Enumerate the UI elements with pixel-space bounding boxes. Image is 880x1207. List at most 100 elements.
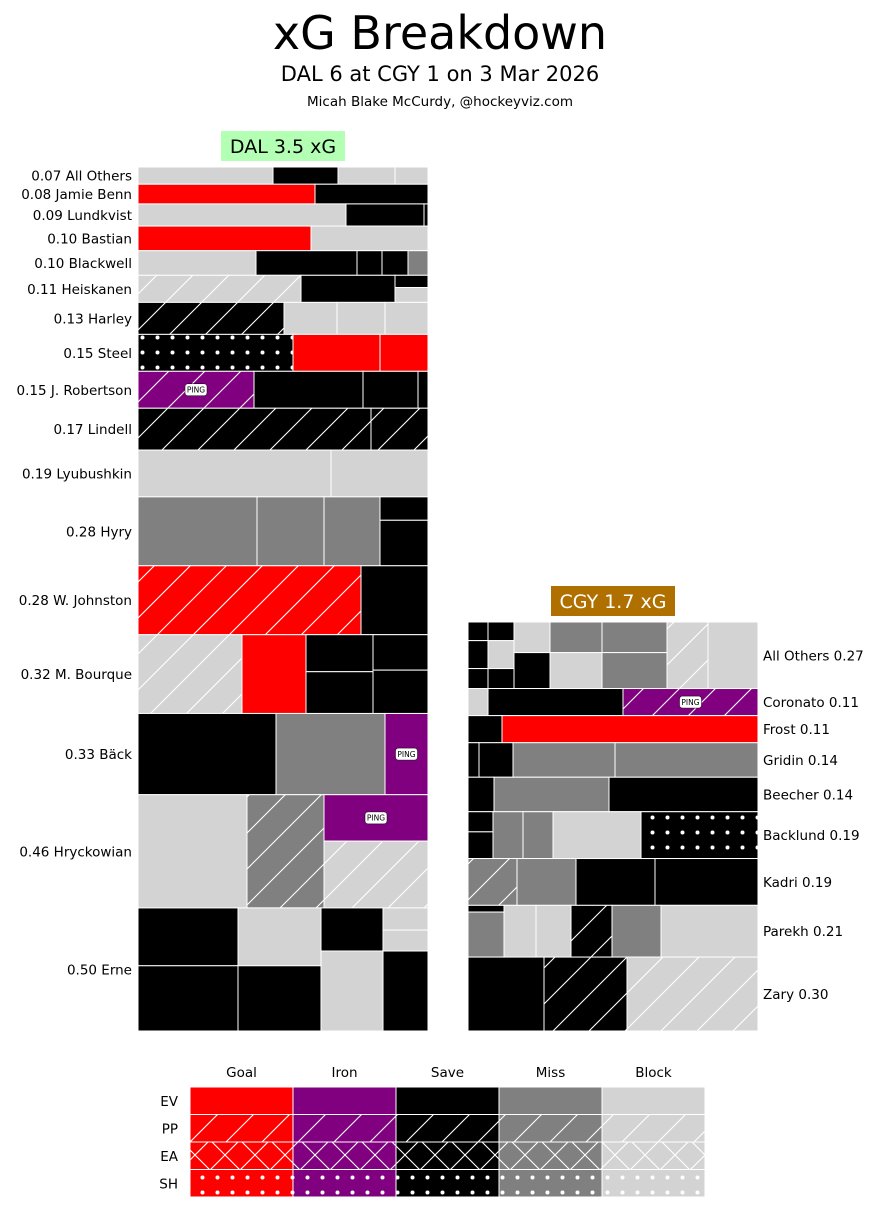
dal-erne-block [382, 907, 429, 931]
cgy-kadri-miss [516, 858, 577, 906]
dal-hyry-save [379, 496, 429, 521]
legend: Goal Iron Save Miss Block EV PP EA SH [159, 1065, 706, 1198]
cgy-beecher-save [467, 776, 495, 813]
dal-m-bourque-label: 0.32 M. Bourque [21, 667, 132, 683]
legend-ev-iron [292, 1086, 397, 1115]
ping-label: PING [367, 814, 385, 823]
dal-treemap: DAL 3.5 xG 0.07 All Others 0.08 Jamie Benn… [16, 131, 429, 1032]
dal-erne-save [382, 950, 429, 1032]
dal-m-bourque-goal [241, 634, 307, 714]
cgy-kadri-save [654, 858, 759, 906]
legend-ev-block [601, 1086, 706, 1115]
dal-lindell-row: 0.17 Lindell [53, 407, 429, 451]
legend-pp-pp-hatch [396, 1114, 499, 1142]
dal-lyubushkin-label: 0.19 Lyubushkin [22, 466, 132, 482]
dal-blackwell-miss [407, 250, 429, 276]
dal-j-robertson-label: 0.15 J. Robertson [16, 383, 132, 399]
cgy-gridin-row: Gridin 0.14 [467, 742, 838, 778]
cgy-backlund-row: Backlund 0.19 [467, 811, 860, 860]
cgy-frost-label: Frost 0.11 [763, 722, 830, 738]
cgy-backlund-save [467, 831, 494, 860]
cgy-kadri-pp-hatch [468, 858, 517, 906]
cgy-all-others-save [467, 668, 489, 690]
dal-all-others-row: 0.07 All Others [31, 166, 429, 185]
cgy-gridin-miss [614, 742, 759, 778]
dal-j-robertson-save [362, 370, 419, 409]
dal-bastian-block [310, 225, 429, 252]
dal-b-ck-label: 0.33 Bäck [65, 747, 132, 763]
dal-lundkvist-save [423, 203, 429, 227]
cgy-kadri-save [575, 858, 656, 906]
dal-w-johnston-pp-hatch [138, 565, 361, 635]
dal-lyubushkin-block [137, 449, 332, 498]
cgy-all-others-block [549, 652, 603, 690]
dal-w-johnston-label: 0.28 W. Johnston [19, 593, 132, 609]
dal-erne-save [320, 907, 384, 952]
dal-erne-save [237, 965, 322, 1032]
dal-erne-save [137, 907, 239, 967]
dal-lindell-pp-hatch [371, 408, 428, 451]
cgy-parekh-miss [467, 911, 505, 958]
legend-goal-header: Goal [226, 1065, 257, 1081]
dal-heiskanen-block [394, 286, 429, 303]
legend-sh-row-label: SH [159, 1176, 178, 1192]
dal-j-robertson-save [417, 370, 429, 409]
legend-sh-sh-hatch [293, 1169, 396, 1197]
legend-pp-pp-hatch [499, 1114, 602, 1142]
cgy-parekh-miss [611, 904, 662, 958]
dal-b-ck-row: PING 0.33 Bäck [65, 712, 429, 796]
cgy-coronato-label: Coronato 0.11 [763, 695, 859, 711]
dal-blackwell-block [137, 250, 257, 276]
dal-bastian-goal [137, 225, 312, 252]
dal-hryckowian-label: 0.46 Hryckowian [19, 844, 132, 860]
cgy-all-others-block [513, 621, 551, 654]
dal-hyry-save [379, 519, 429, 567]
dal-heiskanen-label: 0.11 Heiskanen [27, 282, 132, 298]
dal-m-bourque-save [372, 669, 429, 714]
dal-bastian-label: 0.10 Bastian [47, 231, 132, 247]
legend-ev-save [395, 1086, 500, 1115]
dal-bastian-row: 0.10 Bastian [47, 225, 429, 252]
dal-all-others-block [394, 166, 429, 185]
cgy-all-others-miss [601, 652, 668, 690]
cgy-parekh-save [467, 904, 505, 913]
dal-harley-row: 0.13 Harley [54, 301, 429, 335]
cgy-gridin-label: Gridin 0.14 [763, 753, 838, 769]
cgy-gridin-save [478, 742, 514, 778]
legend-ea-ea-hatch [190, 1142, 293, 1170]
legend-pp-pp-hatch [190, 1114, 293, 1142]
dal-harley-block [384, 301, 429, 335]
dal-blackwell-save [381, 250, 409, 276]
dal-blackwell-save [356, 250, 383, 276]
dal-all-others-block [137, 166, 274, 185]
chart-title: xG Breakdown [272, 6, 608, 60]
cgy-backlund-miss [522, 811, 554, 860]
dal-blackwell-save [255, 250, 358, 276]
cgy-parekh-block [660, 904, 759, 958]
dal-b-ck-miss [275, 712, 386, 796]
chart-subtitle: DAL 6 at CGY 1 on 3 Mar 2026 [280, 62, 600, 86]
dal-m-bourque-save [305, 634, 374, 673]
cgy-parekh-block [535, 904, 572, 958]
cgy-xg-badge: CGY 1.7 xG [551, 586, 675, 616]
dal-lyubushkin-row: 0.19 Lyubushkin [22, 449, 429, 498]
dal-harley-pp-hatch [138, 302, 284, 335]
cgy-kadri-label: Kadri 0.19 [763, 875, 832, 891]
legend-save-header: Save [431, 1065, 464, 1081]
cgy-backlund-sh-hatch [641, 811, 758, 859]
legend-pp-pp-hatch [602, 1114, 705, 1142]
dal-jamie-benn-label: 0.08 Jamie Benn [21, 187, 132, 203]
legend-sh-sh-hatch [396, 1169, 499, 1197]
legend-sh-sh-hatch [602, 1169, 705, 1197]
dal-erne-label: 0.50 Erne [67, 962, 132, 978]
dal-m-bourque-save [305, 671, 374, 714]
cgy-parekh-block [503, 904, 537, 958]
dal-all-others-save [272, 166, 339, 185]
dal-hryckowian-row: PING 0.46 Hryckowian [19, 794, 429, 909]
cgy-backlund-save [467, 811, 494, 833]
dal-hyry-miss [137, 496, 258, 567]
legend-pp-row-label: PP [162, 1121, 178, 1137]
cgy-all-others-save [487, 621, 515, 642]
cgy-parekh-pp-hatch [571, 905, 612, 958]
dal-harley-block [336, 301, 386, 335]
